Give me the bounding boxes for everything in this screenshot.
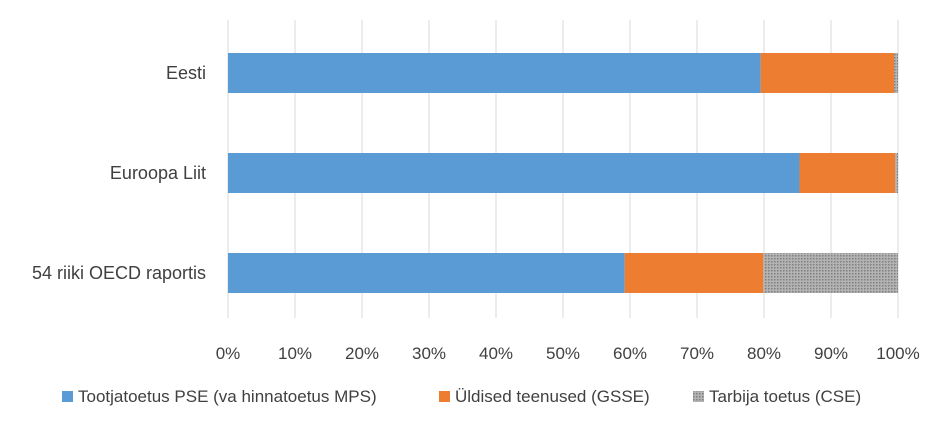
x-tick-label: 30% xyxy=(412,344,446,363)
bar-segment xyxy=(895,153,898,193)
x-tick-label: 60% xyxy=(613,344,647,363)
category-label: Euroopa Liit xyxy=(110,163,206,183)
bar-segment xyxy=(228,153,800,193)
legend: Tootjatoetus PSE (va hinnatoetus MPS) Üld… xyxy=(62,387,861,406)
x-tick-label: 10% xyxy=(278,344,312,363)
bar-segment xyxy=(799,153,896,193)
x-tick-label: 50% xyxy=(546,344,580,363)
bar-segment xyxy=(763,253,898,293)
x-tick-label: 90% xyxy=(814,344,848,363)
legend-label: Tootjatoetus PSE (va hinnatoetus MPS) xyxy=(78,387,377,406)
bar-segment xyxy=(893,53,898,93)
legend-label: Tarbija toetus (CSE) xyxy=(709,387,861,406)
x-axis-tick-labels: 0% 10% 20% 30% 40% 50% 60% 70% 80% 90% 100% xyxy=(216,344,920,363)
category-labels: Eesti Euroopa Liit 54 riiki OECD raportis xyxy=(32,63,206,283)
bar-segment xyxy=(228,53,761,93)
x-tick-label: 100% xyxy=(876,344,919,363)
category-label: 54 riiki OECD raportis xyxy=(32,263,206,283)
category-label: Eesti xyxy=(166,63,206,83)
x-tick-label: 80% xyxy=(747,344,781,363)
bar-segment xyxy=(760,53,894,93)
x-tick-label: 20% xyxy=(345,344,379,363)
legend-swatch xyxy=(693,391,704,402)
legend-label: Üldised teenused (GSSE) xyxy=(455,387,650,406)
bar-segment xyxy=(228,253,625,293)
legend-swatch xyxy=(439,391,450,402)
bar-segment xyxy=(624,253,764,293)
bars xyxy=(228,53,898,293)
x-tick-label: 0% xyxy=(216,344,241,363)
x-tick-label: 70% xyxy=(680,344,714,363)
legend-swatch xyxy=(62,391,73,402)
x-tick-label: 40% xyxy=(479,344,513,363)
